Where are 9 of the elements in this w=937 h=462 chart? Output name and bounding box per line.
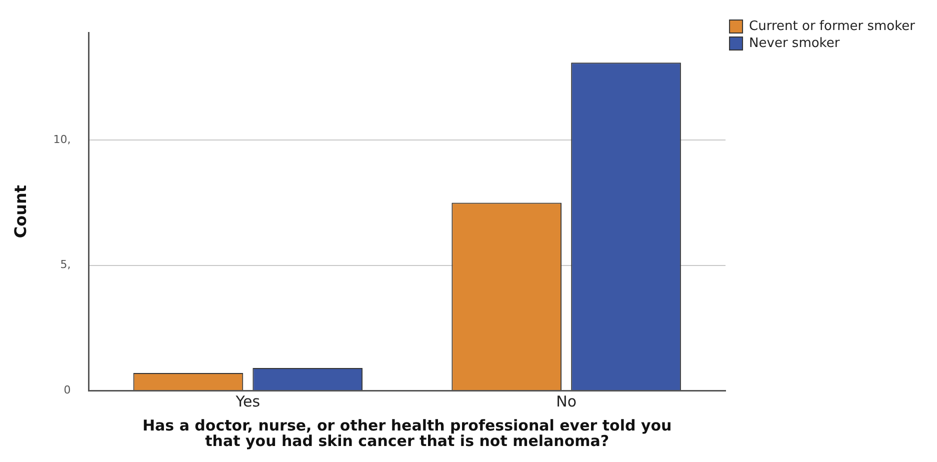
- y-tick-label: 5,: [60, 258, 71, 272]
- legend-label: Never smoker: [749, 36, 840, 51]
- y-tick-label: 0: [64, 383, 71, 396]
- x-tick-label: Yes: [234, 392, 260, 410]
- x-tick-label: No: [556, 392, 577, 410]
- x-axis-title: Has a doctor, nurse, or other health professional ever told you that you had skin cancer that is not melanoma?: [142, 416, 672, 450]
- y-axis-title: Count: [10, 184, 30, 238]
- y-tick-label: 10,: [53, 133, 71, 146]
- legend-label: Current or former smoker: [749, 18, 916, 34]
